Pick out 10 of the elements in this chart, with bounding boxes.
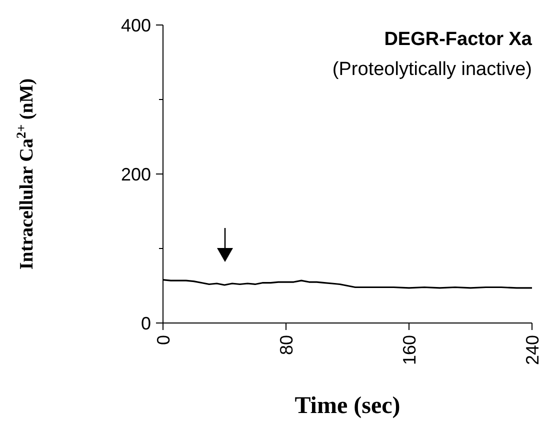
x-tick-label: 160	[399, 335, 420, 366]
y-tick-label: 400	[120, 15, 151, 36]
x-tick-label: 80	[276, 335, 296, 356]
x-tick-label: 0	[153, 335, 174, 346]
x-tick-label: 240	[522, 335, 540, 366]
y-tick-label: 0	[140, 313, 151, 334]
x-axis-title: Time (sec)	[294, 393, 400, 419]
chart-title: DEGR-Factor Xa	[384, 29, 532, 50]
text: (Proteolytically inactive)	[332, 59, 532, 80]
y-tick-label: 200	[120, 164, 151, 184]
